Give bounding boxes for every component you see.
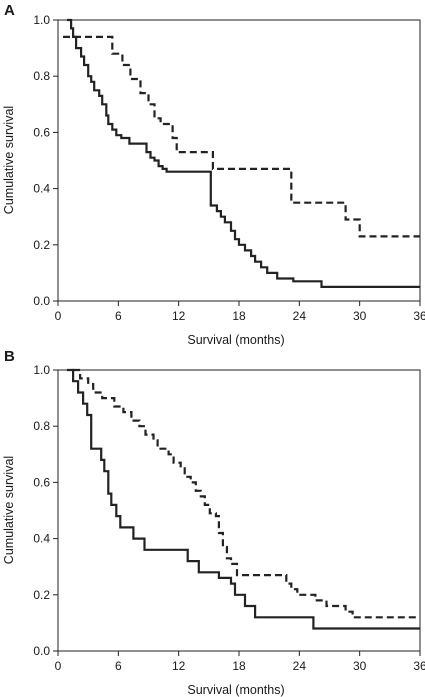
x-tick-label: 36 (413, 659, 425, 673)
panel-a-label: A (4, 2, 15, 19)
y-tick-label: 0.0 (33, 644, 50, 658)
panel-b: B 0.0 0.2 0.4 0.6 0.8 1.0 0 6 12 18 24 30 36 Surviv… (2, 348, 425, 697)
x-tick-label: 6 (115, 659, 122, 673)
y-tick-label: 1.0 (33, 363, 50, 377)
x-tick-label: 36 (413, 309, 425, 323)
y-tick-label: 0.8 (33, 69, 50, 83)
y-tick-label: 0.8 (33, 419, 50, 433)
y-tick-label: 0.4 (33, 532, 50, 546)
x-tick-label: 12 (172, 659, 186, 673)
panel-a-x-axis: 0 6 12 18 24 30 36 (55, 301, 425, 323)
x-tick-label: 0 (55, 309, 62, 323)
x-tick-label: 24 (293, 659, 307, 673)
x-tick-label: 24 (293, 309, 307, 323)
y-tick-label: 0.6 (33, 125, 50, 139)
panel-b-plot-frame (57, 369, 421, 652)
y-tick-label: 0.0 (33, 294, 50, 308)
x-tick-label: 30 (353, 309, 367, 323)
panel-b-label: B (4, 348, 15, 365)
survival-curve-dashed (63, 35, 420, 238)
survival-curve-solid (67, 368, 420, 630)
panel-a-plot-frame (57, 19, 421, 302)
x-tick-label: 6 (115, 309, 122, 323)
panel-a-y-axis: 0.0 0.2 0.4 0.6 0.8 1.0 (33, 13, 58, 308)
x-tick-label: 0 (55, 659, 62, 673)
y-tick-label: 0.6 (33, 475, 50, 489)
panel-b-y-axis: 0.0 0.2 0.4 0.6 0.8 1.0 (33, 363, 58, 658)
y-tick-label: 0.4 (33, 182, 50, 196)
y-tick-label: 0.2 (33, 588, 50, 602)
panel-a-y-axis-title: Cumulative survival (2, 106, 16, 214)
survival-curve-dashed (73, 368, 420, 619)
x-tick-label: 18 (232, 309, 246, 323)
y-tick-label: 1.0 (33, 13, 50, 27)
y-tick-label: 0.2 (33, 238, 50, 252)
panel-a-x-axis-title: Survival (months) (187, 333, 284, 347)
panel-b-x-axis-title: Survival (months) (187, 683, 284, 697)
panel-b-curves (67, 368, 420, 630)
panel-b-y-axis-title: Cumulative survival (2, 456, 16, 564)
survival-curve-solid (67, 18, 420, 288)
x-tick-label: 18 (232, 659, 246, 673)
x-tick-label: 12 (172, 309, 186, 323)
panel-a: A 0.0 0.2 0.4 0.6 0.8 1.0 0 6 12 18 24 30 36 Surviv… (2, 2, 425, 347)
panel-a-curves (63, 18, 420, 288)
panel-b-x-axis: 0 6 12 18 24 30 36 (55, 651, 425, 673)
x-tick-label: 30 (353, 659, 367, 673)
